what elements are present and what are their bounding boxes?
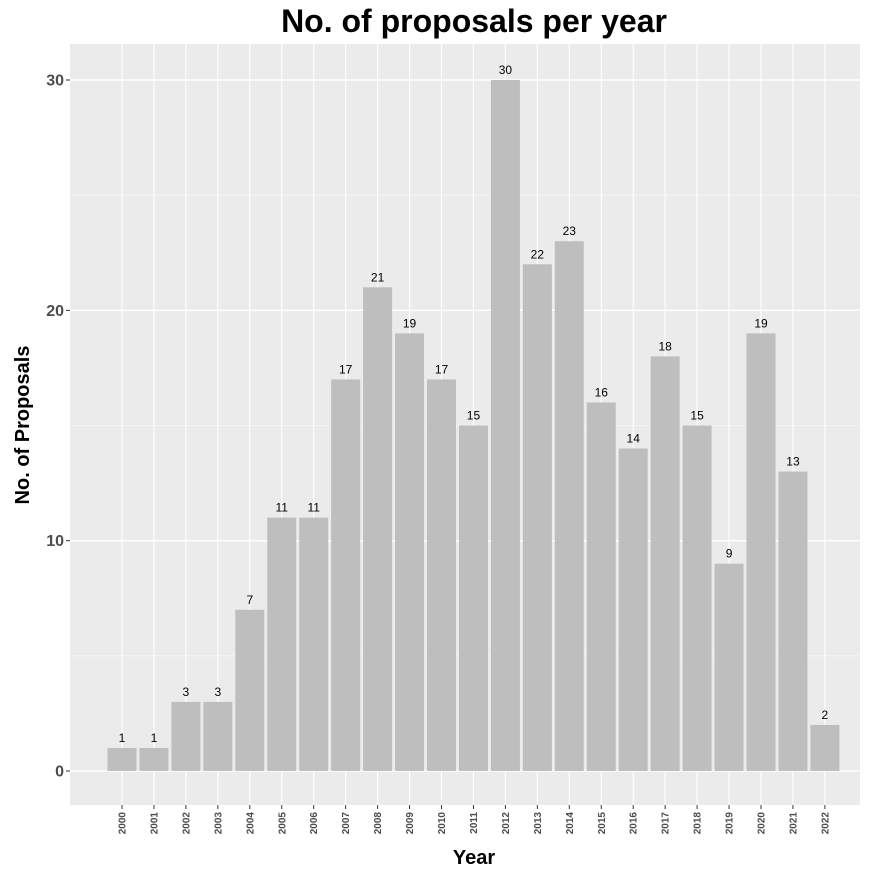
x-tick-label: 2014 bbox=[565, 812, 576, 835]
x-tick-label: 2017 bbox=[661, 812, 672, 835]
bar-2022 bbox=[810, 724, 840, 771]
data-label-2006: 11 bbox=[307, 501, 320, 515]
data-label-2000: 1 bbox=[119, 731, 126, 745]
data-label-2017: 18 bbox=[658, 339, 672, 353]
y-tick-label: 20 bbox=[46, 303, 64, 320]
bar-2006 bbox=[299, 517, 329, 771]
bar-2010 bbox=[427, 379, 456, 771]
x-tick-label: 2009 bbox=[405, 812, 416, 835]
bar-2003 bbox=[203, 701, 233, 771]
data-label-2010: 17 bbox=[435, 362, 449, 376]
bar-2011 bbox=[458, 425, 488, 771]
data-label-2011: 15 bbox=[467, 409, 481, 423]
data-label-2020: 19 bbox=[754, 316, 768, 330]
x-tick-label: 2001 bbox=[149, 812, 160, 835]
data-label-2005: 11 bbox=[276, 501, 289, 515]
x-tick-label: 2008 bbox=[373, 812, 384, 835]
y-tick-label: 0 bbox=[55, 764, 64, 781]
x-tick-label: 2015 bbox=[597, 812, 608, 835]
data-label-2003: 3 bbox=[215, 685, 222, 699]
bar-2000 bbox=[107, 747, 137, 771]
x-axis-ticks: 2000 2001 2002 2003 2004 2005 2006 2007 2008 2009… bbox=[118, 805, 831, 835]
bar-2017 bbox=[650, 356, 680, 771]
x-tick-label: 2012 bbox=[501, 812, 512, 835]
x-tick-label: 2002 bbox=[181, 812, 192, 835]
y-tick-label: 30 bbox=[46, 73, 64, 90]
data-label-2004: 7 bbox=[246, 593, 253, 607]
x-tick-label: 2013 bbox=[533, 812, 544, 835]
bars bbox=[107, 80, 840, 771]
data-label-2018: 15 bbox=[690, 409, 704, 423]
y-tick-label: 10 bbox=[46, 533, 64, 550]
bar-2020 bbox=[746, 333, 776, 771]
x-tick-label: 2003 bbox=[213, 812, 224, 835]
x-tick-label: 2020 bbox=[757, 812, 768, 835]
bar-2015 bbox=[586, 402, 616, 771]
x-tick-label: 2016 bbox=[629, 812, 640, 835]
data-label-2021: 13 bbox=[786, 455, 800, 469]
x-tick-label: 2006 bbox=[309, 812, 320, 835]
bar-2021 bbox=[778, 471, 808, 771]
bar-2016 bbox=[618, 448, 648, 771]
x-tick-label: 2007 bbox=[341, 812, 352, 835]
x-tick-label: 2004 bbox=[245, 812, 256, 835]
x-axis-title: Year bbox=[453, 847, 495, 869]
x-tick-label: 2005 bbox=[277, 812, 288, 835]
bar-2001 bbox=[139, 747, 169, 771]
data-label-2016: 14 bbox=[627, 432, 641, 446]
data-label-2002: 3 bbox=[183, 685, 190, 699]
bar-2019 bbox=[714, 563, 744, 771]
data-label-2013: 22 bbox=[531, 247, 545, 261]
y-axis-title: No. of Proposals bbox=[12, 346, 34, 505]
x-tick-label: 2010 bbox=[437, 812, 448, 835]
x-tick-label: 2021 bbox=[788, 812, 799, 835]
bar-2007 bbox=[331, 379, 361, 771]
data-label-2007: 17 bbox=[339, 362, 353, 376]
data-label-2014: 23 bbox=[563, 224, 577, 238]
data-label-2012: 30 bbox=[499, 63, 513, 77]
bar-2013 bbox=[522, 264, 552, 771]
x-tick-label: 2022 bbox=[820, 812, 831, 835]
chart-title: No. of proposals per year bbox=[281, 3, 667, 39]
x-tick-label: 2018 bbox=[693, 812, 704, 835]
bar-2012 bbox=[490, 80, 520, 771]
x-tick-label: 2011 bbox=[469, 812, 480, 834]
bar-2002 bbox=[171, 701, 201, 771]
bar-2018 bbox=[682, 425, 712, 771]
data-label-2015: 16 bbox=[595, 385, 609, 399]
x-tick-label: 2000 bbox=[118, 812, 129, 835]
bar-2005 bbox=[267, 517, 297, 771]
data-label-2022: 2 bbox=[822, 708, 829, 722]
data-label-2019: 9 bbox=[726, 547, 733, 561]
bar-2014 bbox=[554, 241, 584, 771]
bar-2004 bbox=[235, 609, 265, 771]
data-label-2001: 1 bbox=[151, 731, 158, 745]
data-label-2009: 19 bbox=[403, 316, 417, 330]
y-axis-ticks: 0 10 20 30 bbox=[46, 73, 70, 781]
bar-2008 bbox=[363, 287, 393, 771]
x-tick-label: 2019 bbox=[725, 812, 736, 835]
data-label-2008: 21 bbox=[371, 270, 385, 284]
bar-2009 bbox=[395, 333, 425, 771]
